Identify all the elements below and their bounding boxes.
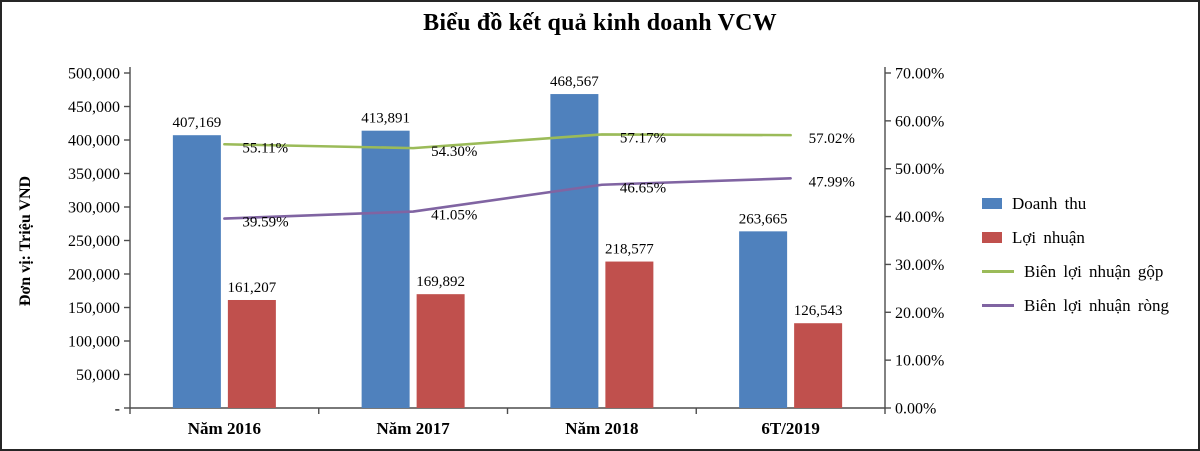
right-axis-tick-label: 60.00% [895, 113, 944, 130]
line-series-0 [223, 133, 792, 150]
legend-line-marker [982, 270, 1014, 273]
right-axis-tick-label: 30.00% [895, 257, 944, 274]
left-axis-tick-label: 200,000 [68, 267, 120, 284]
legend-line-marker [982, 304, 1014, 307]
x-category-label: Năm 2017 [377, 419, 451, 438]
bar-0-2 [550, 94, 599, 408]
legend-square-marker [982, 232, 1002, 243]
line-point-label: 39.59% [242, 215, 288, 231]
bar-0-3 [739, 231, 788, 408]
line-point-label: 55.11% [242, 140, 288, 156]
left-axis-tick-label: 450,000 [68, 99, 120, 116]
left-axis-tick-label: 100,000 [68, 334, 120, 351]
x-category-label: Năm 2018 [565, 419, 638, 438]
right-axis-tick-label: 40.00% [895, 209, 944, 226]
line-point-label: 54.30% [431, 144, 477, 160]
left-axis-tick-label: 400,000 [68, 133, 120, 150]
chart-title: Biểu đồ kết quả kinh doanh VCW [423, 10, 777, 36]
line-series-1 [223, 177, 792, 220]
legend-label: Doanh thu [1012, 193, 1087, 213]
legend-item-1: Lợi nhuận [982, 226, 1169, 249]
left-axis-tick-label: - [115, 401, 120, 418]
bar-value-label: 218,577 [605, 242, 654, 258]
left-axis-tick-label: 300,000 [68, 200, 120, 217]
bar-1-3 [794, 323, 843, 408]
bar-value-label: 169,892 [416, 274, 465, 290]
right-axis-tick-label: 20.00% [895, 305, 944, 322]
bar-0-0 [172, 135, 221, 408]
legend-item-2: Biên lợi nhuận gộp [982, 260, 1169, 283]
x-category-label: Năm 2016 [188, 419, 261, 438]
right-axis-tick-label: 70.00% [895, 66, 944, 83]
bar-value-label: 263,665 [739, 211, 788, 227]
left-axis-tick-label: 500,000 [68, 66, 120, 83]
chart-legend: Doanh thu Lợi nhuận Biên lợi nhuận gộp Biên… [982, 192, 1169, 328]
line-point-label: 57.17% [620, 130, 666, 146]
bar-value-label: 161,207 [228, 280, 277, 296]
left-axis-tick-label: 50,000 [76, 367, 120, 384]
legend-square-marker [982, 198, 1002, 209]
legend-item-3: Biên lợi nhuận ròng [982, 294, 1169, 317]
legend-label: Lợi nhuận [1012, 227, 1085, 247]
line-point-label: 47.99% [809, 174, 855, 190]
line-point-label: 57.02% [809, 131, 855, 147]
bar-value-label: 407,169 [173, 115, 222, 131]
bar-1-2 [605, 261, 654, 408]
bar-1-1 [416, 294, 465, 408]
bar-1-0 [227, 299, 276, 408]
left-axis-tick-label: 250,000 [68, 233, 120, 250]
line-point-label: 46.65% [620, 181, 666, 197]
bar-0-1 [361, 130, 410, 408]
right-axis-tick-label: 10.00% [895, 353, 944, 370]
right-axis-tick-label: 0.00% [895, 401, 936, 418]
bar-value-label: 413,891 [361, 111, 410, 127]
bar-value-label: 126,543 [794, 303, 843, 319]
line-point-label: 41.05% [431, 208, 477, 224]
legend-item-0: Doanh thu [982, 192, 1169, 215]
legend-label: Biên lợi nhuận ròng [1024, 295, 1169, 315]
x-category-label: 6T/2019 [761, 419, 820, 438]
left-axis-tick-label: 150,000 [68, 300, 120, 317]
left-axis-tick-label: 350,000 [68, 166, 120, 183]
bar-value-label: 468,567 [550, 74, 599, 90]
legend-label: Biên lợi nhuận gộp [1024, 261, 1164, 281]
right-axis-tick-label: 50.00% [895, 161, 944, 178]
